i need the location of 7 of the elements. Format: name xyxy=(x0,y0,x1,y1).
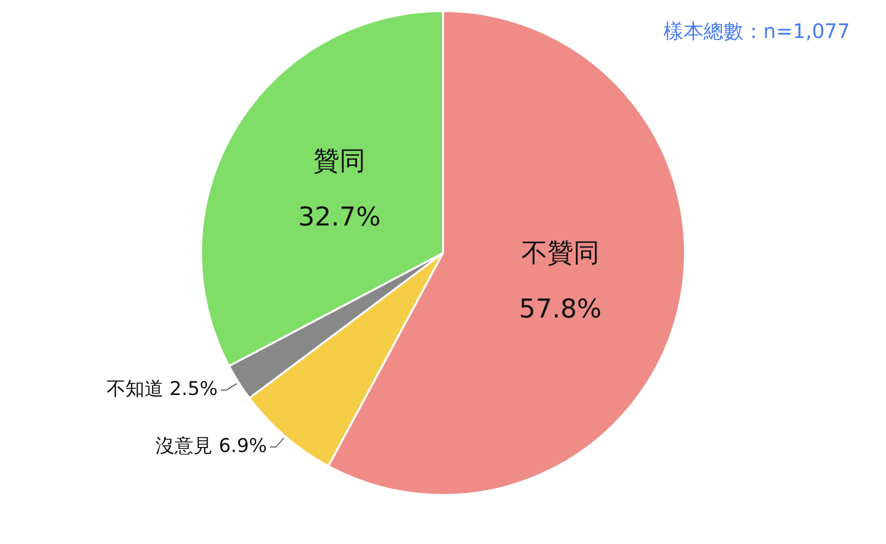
slice-label: 贊同 xyxy=(313,146,366,176)
data-label: 32.7% xyxy=(298,202,381,232)
slice-label: 不知道 2.5% xyxy=(106,378,218,400)
data-label: 57.8% xyxy=(519,294,602,324)
slice-label: 沒意見 6.9% xyxy=(156,434,267,457)
text: 樣本總數：n=1,077 xyxy=(663,18,850,45)
slice-label: 不贊同 xyxy=(521,238,600,268)
